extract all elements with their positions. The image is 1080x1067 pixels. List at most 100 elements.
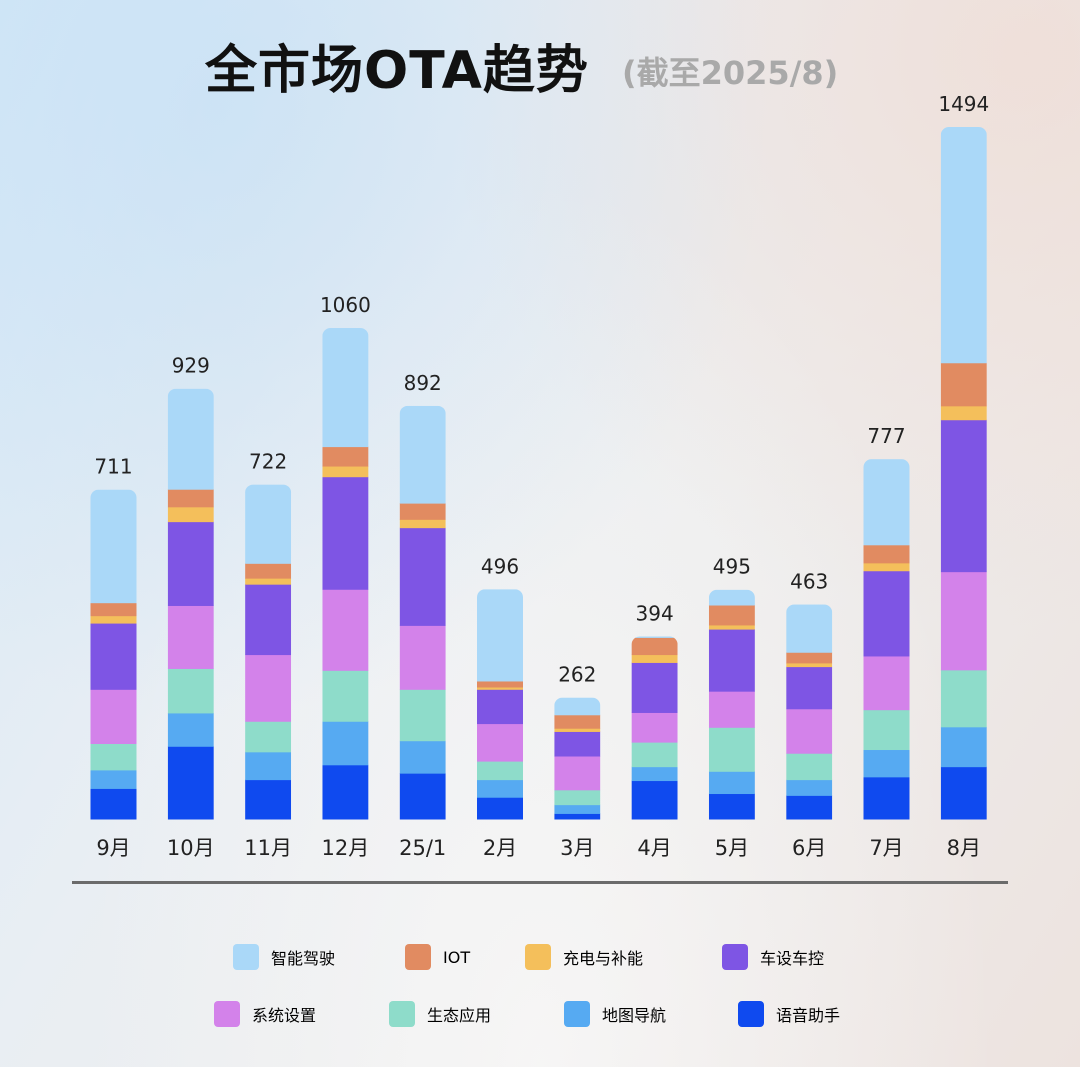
legend-label: 系统设置: [252, 1006, 317, 1025]
bar-segment: [477, 689, 523, 725]
stacked-bar-chart: 711 9月 929 10月 722 11月 1060 12月 892 25/1 496 2月 262 3…: [90, 92, 989, 860]
bar-segment: [708, 771, 755, 795]
bar-segment: [399, 519, 446, 529]
bar-segment: [708, 691, 755, 728]
bar-segment: [90, 788, 137, 820]
bar-group: 495 5月: [708, 555, 755, 860]
category-label: 10月: [167, 836, 215, 860]
bar-segment: [477, 686, 523, 690]
bar-segment: [245, 563, 292, 579]
axis-divider: [72, 881, 1008, 884]
bar-segment: [322, 446, 369, 467]
bar-segment: [940, 766, 987, 820]
total-label: 711: [94, 455, 132, 479]
bar-segment: [554, 804, 601, 814]
bar-segment: [863, 459, 910, 546]
bar-segment: [708, 589, 755, 606]
bar-segment: [90, 769, 137, 789]
bar-segment: [90, 489, 137, 604]
bar-segment: [90, 602, 137, 617]
bar-segment: [167, 506, 214, 523]
bar-segment: [167, 489, 214, 508]
bar-segment: [322, 328, 369, 448]
legend-item: 车设车控: [722, 944, 824, 970]
bar-segment: [786, 708, 833, 754]
bar-segment: [786, 666, 833, 710]
bar-segment: [245, 654, 292, 722]
bar-segment: [708, 624, 755, 630]
bar-segment: [322, 764, 369, 820]
legend-swatch: [722, 944, 748, 970]
total-label: 892: [404, 371, 442, 395]
legend-item: 系统设置: [214, 1001, 316, 1027]
bar-segment: [554, 789, 601, 806]
legend-swatch: [564, 1001, 590, 1027]
bar-segment: [167, 605, 214, 669]
legend-swatch: [214, 1001, 240, 1027]
category-label: 7月: [869, 836, 903, 860]
bar-segment: [245, 584, 292, 656]
bar-segment: [940, 419, 987, 573]
bar-group: 394 4月: [631, 602, 678, 860]
bar-segment: [863, 709, 910, 751]
bar-segment: [940, 405, 987, 421]
bar-segment: [399, 740, 446, 774]
bar-segment: [940, 669, 987, 728]
bar-segment: [167, 388, 214, 490]
category-label: 4月: [637, 836, 671, 860]
bar-group: 1060 12月: [320, 293, 371, 860]
legend-swatch: [525, 944, 551, 970]
total-label: 394: [636, 602, 674, 626]
chart-title: 全市场OTA趋势: [205, 41, 589, 101]
bar-segment: [631, 712, 678, 743]
legend-label: 充电与补能: [563, 949, 644, 968]
bar-segment: [863, 749, 910, 778]
category-label: 3月: [560, 836, 594, 860]
bar-group: 929 10月: [167, 354, 215, 860]
bar-group: 722 11月: [244, 450, 292, 860]
legend-item: 智能驾驶: [233, 944, 335, 970]
bar-segment: [322, 721, 369, 766]
bar-segment: [90, 615, 137, 624]
bar-segment: [940, 571, 987, 671]
bar-segment: [863, 544, 910, 564]
bar-segment: [167, 712, 214, 747]
total-label: 1494: [938, 92, 989, 116]
bar-segment: [708, 727, 755, 772]
legend-swatch: [233, 944, 259, 970]
bar-segment: [554, 697, 601, 716]
legend-label: 车设车控: [760, 949, 825, 968]
bar-segment: [863, 562, 910, 572]
legend-item: 地图导航: [564, 1001, 666, 1027]
bar-segment: [167, 521, 214, 606]
category-label: 6月: [792, 836, 826, 860]
bar-group: 711 9月: [90, 455, 137, 860]
bar-group: 892 25/1: [399, 371, 446, 860]
bar-segment: [631, 766, 678, 782]
total-label: 777: [867, 424, 905, 448]
bar-segment: [399, 405, 446, 504]
total-label: 495: [713, 555, 751, 579]
bar-segment: [786, 779, 833, 796]
category-label: 12月: [322, 836, 370, 860]
bar-segment: [786, 753, 833, 781]
bar-segment: [90, 743, 137, 771]
bar-segment: [940, 726, 987, 768]
bar-segment: [245, 751, 292, 781]
bar-segment: [631, 654, 678, 663]
total-label: 929: [172, 354, 210, 378]
bar-segment: [477, 779, 523, 798]
legend-swatch: [738, 1001, 764, 1027]
bar-segment: [940, 362, 987, 407]
bar-segment: [631, 637, 678, 656]
bar-segment: [554, 756, 601, 791]
bar-group: 463 6月: [786, 570, 833, 860]
bar-segment: [322, 670, 369, 722]
category-label: 8月: [947, 836, 981, 860]
bar-segment: [477, 589, 523, 682]
category-label: 25/1: [399, 836, 446, 860]
bar-segment: [786, 662, 833, 668]
bar-segment: [786, 795, 833, 820]
legend-swatch: [405, 944, 431, 970]
bar-segment: [631, 780, 678, 820]
